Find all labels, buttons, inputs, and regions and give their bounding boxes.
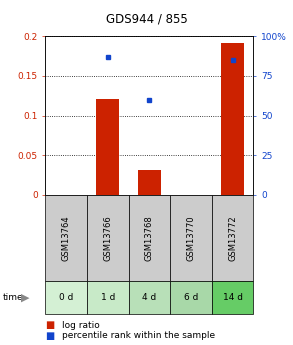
Text: GSM13766: GSM13766 [103, 215, 112, 261]
Bar [138, 169, 161, 195]
Text: ■: ■ [45, 321, 55, 330]
Text: 6 d: 6 d [184, 293, 198, 302]
Text: ▶: ▶ [21, 293, 29, 303]
Text: 14 d: 14 d [223, 293, 243, 302]
Text: GDS944 / 855: GDS944 / 855 [105, 12, 188, 25]
Bar [221, 43, 244, 195]
Text: 1 d: 1 d [100, 293, 115, 302]
Text: percentile rank within the sample: percentile rank within the sample [62, 331, 215, 340]
Text: GSM13770: GSM13770 [187, 215, 195, 261]
Bar [96, 99, 119, 195]
Text: GSM13768: GSM13768 [145, 215, 154, 261]
Text: GSM13764: GSM13764 [62, 215, 71, 261]
Text: time: time [3, 293, 23, 302]
Text: ■: ■ [45, 331, 55, 341]
Text: 4 d: 4 d [142, 293, 156, 302]
Text: GSM13772: GSM13772 [228, 215, 237, 261]
Text: 0 d: 0 d [59, 293, 74, 302]
Text: log ratio: log ratio [62, 321, 99, 330]
